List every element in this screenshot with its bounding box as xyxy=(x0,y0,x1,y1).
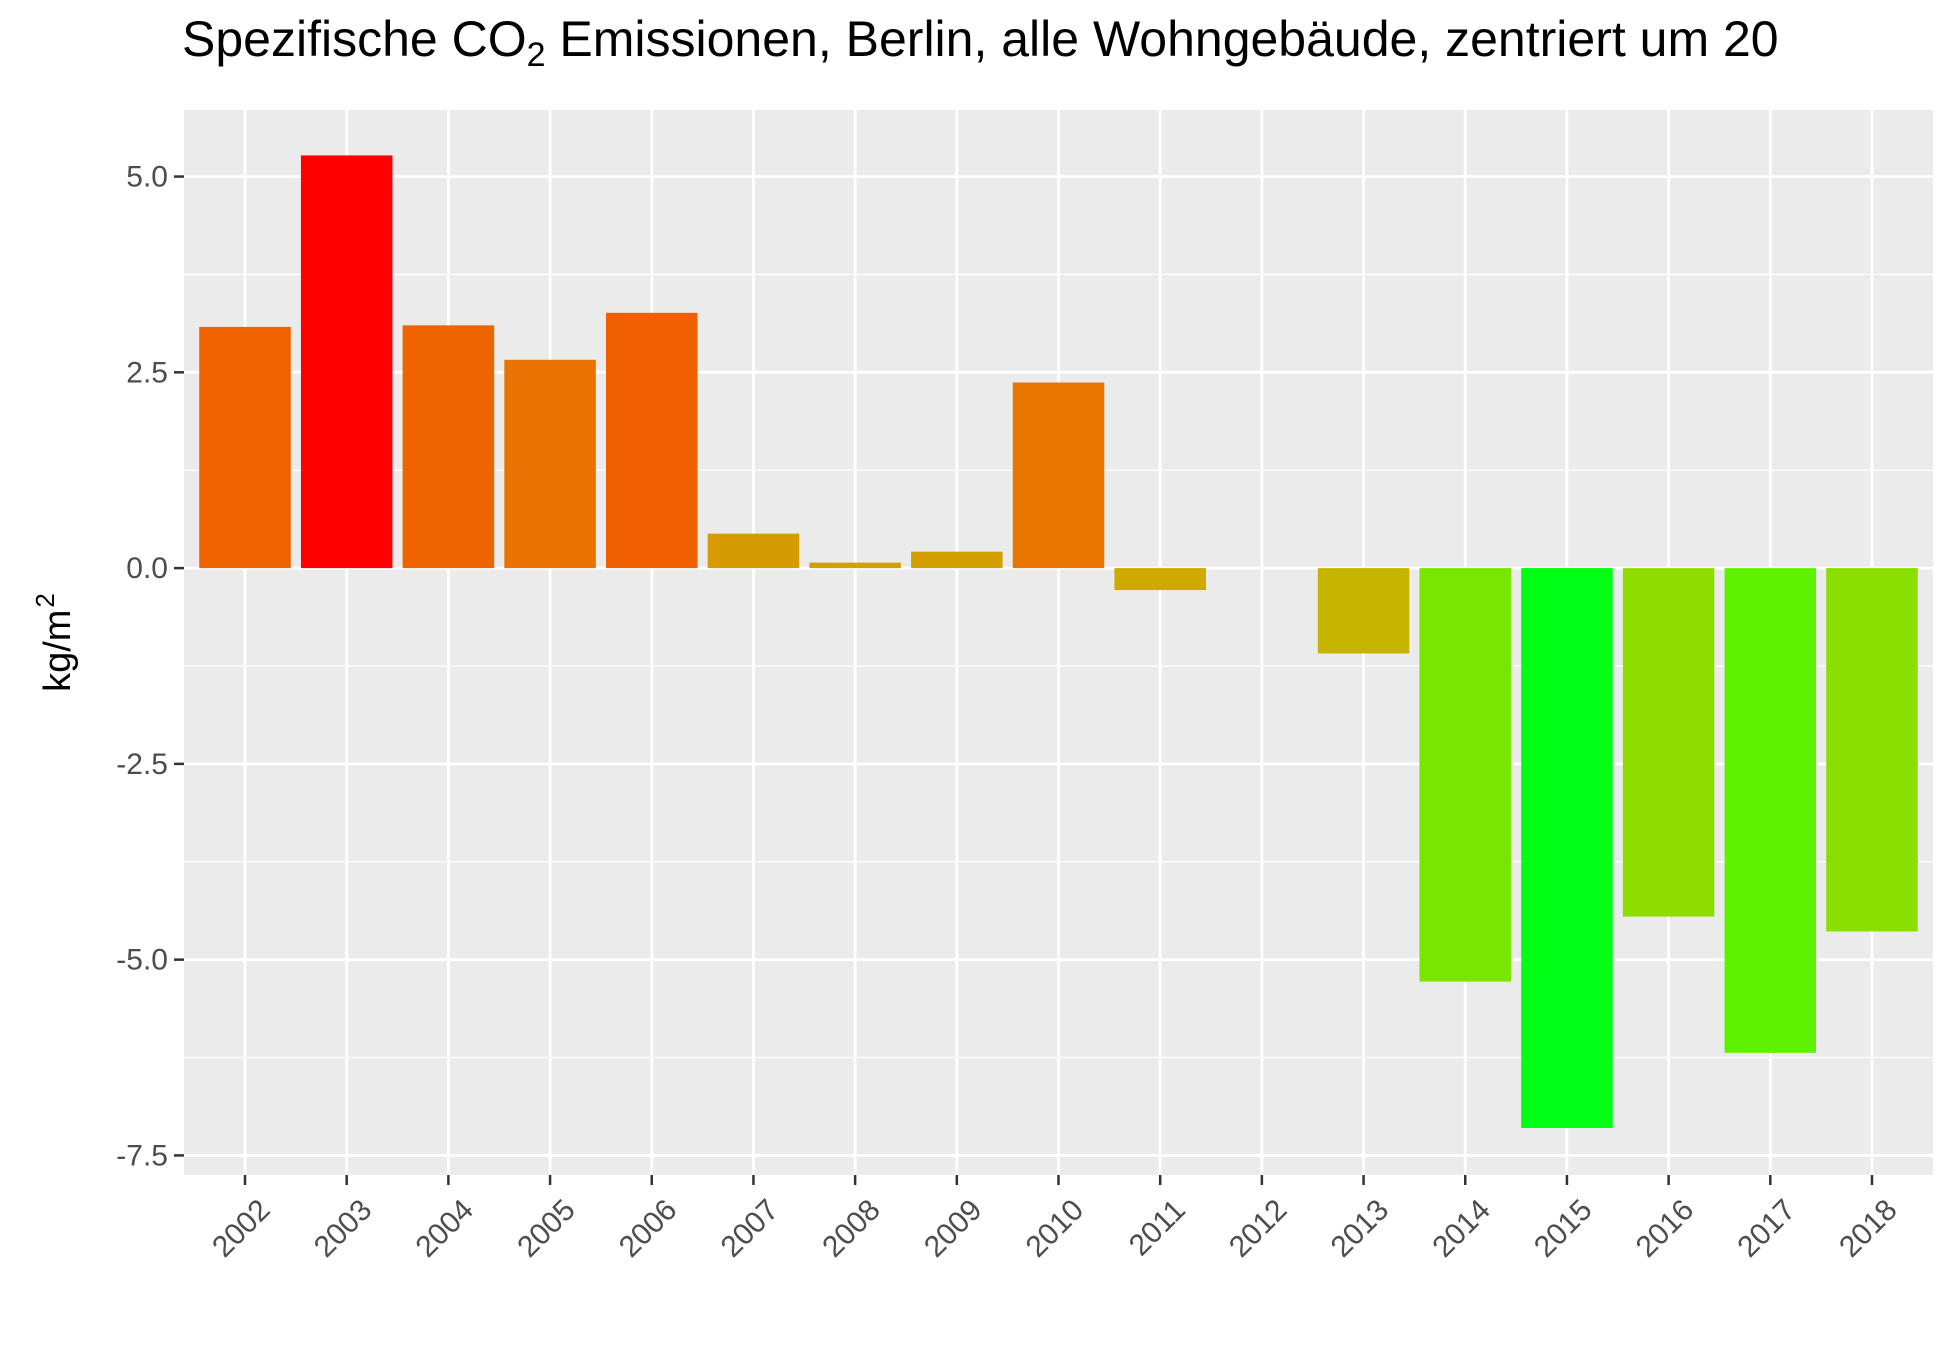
bar-2013 xyxy=(1317,568,1410,654)
x-tick-label: 2013 xyxy=(1325,1193,1396,1264)
x-tick-label: 2010 xyxy=(1020,1193,1091,1264)
bar-2006 xyxy=(605,312,698,569)
y-axis-label-base: kg/m xyxy=(37,610,79,692)
x-tick-label: 2017 xyxy=(1731,1193,1802,1264)
bar-2018 xyxy=(1826,568,1918,932)
bar-2016 xyxy=(1622,568,1715,917)
bars xyxy=(199,155,1918,1129)
bar-2011 xyxy=(1114,568,1206,591)
chart-title: Spezifische CO2 Emissionen, Berlin, alle… xyxy=(182,10,1779,72)
x-tick-label: 2011 xyxy=(1123,1193,1192,1262)
x-tick-label: 2015 xyxy=(1528,1193,1599,1264)
y-tick-label: 0.0 xyxy=(126,552,168,585)
chart-title-prefix: Spezifische CO xyxy=(182,11,527,67)
x-tick-label: 2002 xyxy=(206,1193,277,1264)
x-tick-label: 2009 xyxy=(918,1193,989,1264)
y-axis: 5.0 2.5 0.0 -2.5 -5.0 -7.5 xyxy=(116,161,184,1172)
x-tick-label: 2007 xyxy=(715,1193,786,1264)
bar-2017 xyxy=(1724,568,1817,1053)
bar-2003 xyxy=(300,155,393,569)
y-tick-label: -7.5 xyxy=(116,1139,168,1172)
x-tick-label: 2006 xyxy=(613,1193,684,1264)
x-tick-label: 2003 xyxy=(308,1193,379,1264)
y-tick-label: -2.5 xyxy=(116,748,168,781)
bar-2004 xyxy=(402,325,495,569)
bar-2014 xyxy=(1419,568,1512,982)
y-tick-label: 5.0 xyxy=(126,161,168,194)
bar-2008 xyxy=(809,562,901,569)
bar-2009 xyxy=(911,551,1003,569)
bar-2010 xyxy=(1012,382,1105,569)
bar-2005 xyxy=(504,359,596,569)
x-tick-label: 2012 xyxy=(1223,1193,1294,1264)
x-tick-label: 2014 xyxy=(1426,1193,1497,1264)
x-tick-label: 2018 xyxy=(1833,1193,1904,1264)
y-tick-label: 2.5 xyxy=(126,356,168,389)
y-axis-label: kg/m 2 xyxy=(30,593,79,692)
chart-title-suffix: Emissionen, Berlin, alle Wohngebäude, ze… xyxy=(545,11,1779,67)
bar-2015 xyxy=(1521,568,1613,1129)
x-tick-label: 2005 xyxy=(511,1193,582,1264)
chart-title-subscript: 2 xyxy=(526,36,546,74)
x-tick-label: 2016 xyxy=(1630,1193,1701,1264)
y-axis-label-superscript: 2 xyxy=(30,593,60,607)
bar-2002 xyxy=(199,326,291,569)
x-tick-label: 2008 xyxy=(816,1193,887,1264)
x-tick-label: 2004 xyxy=(410,1193,481,1264)
bar-2007 xyxy=(707,533,800,569)
y-tick-label: -5.0 xyxy=(116,944,168,977)
x-axis: 2002 2003 2004 2005 2006 2007 2008 2009 2010 2011… xyxy=(206,1175,1904,1264)
